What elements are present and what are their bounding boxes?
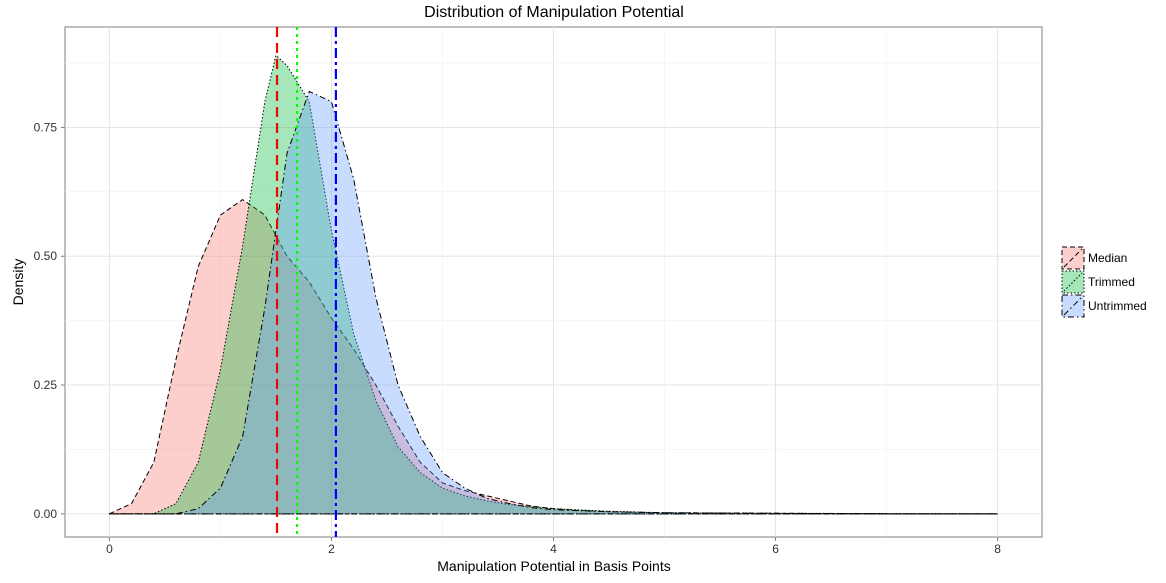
density-area-median	[108, 198, 999, 515]
x-tick-label: 8	[994, 542, 1001, 556]
x-tick-label: 2	[328, 542, 335, 556]
legend: Median Trimmed Untrimmed	[1061, 246, 1147, 318]
x-axis-ticks: 0 2 4 6 8	[106, 537, 1001, 556]
chart-title: Distribution of Manipulation Potential	[424, 4, 684, 21]
y-tick-label: 0.25	[34, 378, 58, 392]
x-tick-label: 0	[106, 542, 113, 556]
legend-label-untrimmed: Untrimmed	[1088, 299, 1147, 313]
y-axis-label: Density	[10, 259, 26, 306]
density-area-trimmed	[108, 54, 999, 515]
legend-label-median: Median	[1088, 251, 1127, 265]
reference-lines	[275, 27, 337, 537]
x-axis-label: Manipulation Potential in Basis Points	[437, 558, 670, 574]
y-axis-ticks: 0.00 0.25 0.50 0.75	[34, 120, 65, 521]
y-tick-label: 0.75	[34, 120, 58, 134]
legend-key-trimmed	[1061, 270, 1085, 294]
legend-key-line	[1063, 272, 1083, 292]
density-areas	[108, 54, 999, 515]
x-tick-label: 4	[550, 542, 557, 556]
legend-label-trimmed: Trimmed	[1088, 275, 1135, 289]
x-tick-label: 6	[772, 542, 779, 556]
y-tick-label: 0.00	[34, 507, 58, 521]
y-tick-label: 0.50	[34, 249, 58, 263]
legend-key-line	[1063, 296, 1083, 316]
density-area-untrimmed	[108, 90, 999, 515]
legend-key-line	[1063, 248, 1083, 268]
